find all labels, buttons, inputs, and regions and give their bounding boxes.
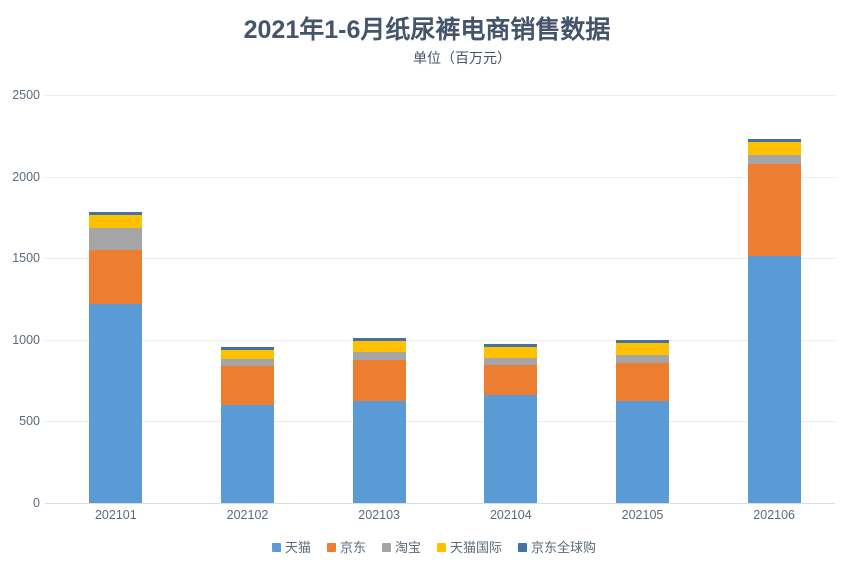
bar-segment[interactable] xyxy=(352,401,406,503)
legend-label: 京东 xyxy=(339,540,366,555)
chart-title: 2021年1-6月纸尿裤电商销售数据 xyxy=(243,16,611,44)
legend-item[interactable]: 京东 xyxy=(326,540,366,555)
bar-segment[interactable] xyxy=(89,250,143,304)
x-axis-tick-label: 202102 xyxy=(226,508,269,522)
bar-segment[interactable] xyxy=(352,352,406,361)
legend-swatch-icon xyxy=(518,543,528,552)
bar-segment[interactable] xyxy=(484,357,538,366)
bar-segment[interactable] xyxy=(747,255,801,503)
bar-segment[interactable] xyxy=(484,347,538,358)
bar-segment[interactable] xyxy=(89,303,143,503)
bar-segment[interactable] xyxy=(221,349,274,360)
bar-segment[interactable] xyxy=(484,365,538,396)
legend-item[interactable]: 天猫国际 xyxy=(437,541,502,554)
legend-swatch-icon xyxy=(271,543,281,552)
x-axis-tick-label: 202104 xyxy=(489,508,532,522)
y-axis-tick-label: 500 xyxy=(19,414,40,429)
bar-segment[interactable] xyxy=(616,340,669,344)
y-axis-labels: 0 500 1000 1500 2000 2500 xyxy=(0,88,40,510)
legend-label: 天猫国际 xyxy=(450,540,503,555)
gridline xyxy=(45,258,835,260)
bar-segment[interactable] xyxy=(747,154,801,165)
bar-segment[interactable] xyxy=(616,401,669,503)
bar-stack[interactable] xyxy=(747,139,801,503)
bar-segment[interactable] xyxy=(747,139,801,143)
bar-stack[interactable] xyxy=(89,211,143,503)
gridline xyxy=(45,339,835,341)
chart-subtitle: 单位（百万元） xyxy=(413,50,511,66)
y-axis-tick-label: 2500 xyxy=(12,88,40,102)
bar-segment[interactable] xyxy=(221,359,274,366)
bar-segment[interactable] xyxy=(352,340,406,353)
legend-label: 天猫 xyxy=(284,540,311,555)
bar-segment[interactable] xyxy=(747,164,801,256)
bar-segment[interactable] xyxy=(89,228,143,251)
x-axis-tick-label: 202103 xyxy=(358,508,401,522)
bar-stack[interactable] xyxy=(484,344,538,503)
bar-stack[interactable] xyxy=(616,340,669,503)
legend-label: 淘宝 xyxy=(394,540,421,555)
legend-swatch-icon xyxy=(437,543,446,552)
gridline xyxy=(45,95,835,96)
bar-segment[interactable] xyxy=(616,343,669,356)
bar-segment[interactable] xyxy=(89,214,143,229)
x-axis-tick-label: 202101 xyxy=(94,508,137,522)
bar-segment[interactable] xyxy=(352,360,406,401)
bar-segment[interactable] xyxy=(221,405,274,503)
gridline xyxy=(45,503,835,504)
bar-segment[interactable] xyxy=(484,344,538,348)
y-axis-tick-label: 1500 xyxy=(12,251,40,266)
chart-legend: 天猫 京东 淘宝 天猫国际 京东全球购 xyxy=(0,541,854,554)
plot-area xyxy=(45,95,835,504)
y-axis-tick-label: 1000 xyxy=(12,332,40,347)
bar-stack[interactable] xyxy=(352,337,406,503)
bar-segment[interactable] xyxy=(352,337,406,341)
gridline xyxy=(45,176,835,178)
x-axis-tick-label: 202106 xyxy=(753,508,796,522)
legend-item[interactable]: 淘宝 xyxy=(381,540,421,555)
legend-label: 京东全球购 xyxy=(531,540,597,555)
gridline xyxy=(45,421,835,423)
bar-segment[interactable] xyxy=(616,355,669,363)
bar-segment[interactable] xyxy=(221,365,274,406)
x-axis-tick-label: 202105 xyxy=(621,508,664,522)
y-axis-tick-label: 2000 xyxy=(12,169,40,184)
bar-segment[interactable] xyxy=(221,346,274,350)
y-axis-tick-label: 0 xyxy=(33,496,40,510)
legend-swatch-icon xyxy=(381,543,391,552)
bar-segment[interactable] xyxy=(616,362,669,401)
bar-segment[interactable] xyxy=(747,142,801,155)
bar-segment[interactable] xyxy=(89,211,143,215)
bar-stack[interactable] xyxy=(221,346,274,503)
legend-item[interactable]: 京东全球购 xyxy=(518,541,596,554)
bar-segment[interactable] xyxy=(484,395,538,503)
legend-item[interactable]: 天猫 xyxy=(271,540,311,555)
x-axis-labels: 202101 202102 202103 202104 202105 202106 xyxy=(45,508,835,530)
legend-swatch-icon xyxy=(326,543,336,552)
